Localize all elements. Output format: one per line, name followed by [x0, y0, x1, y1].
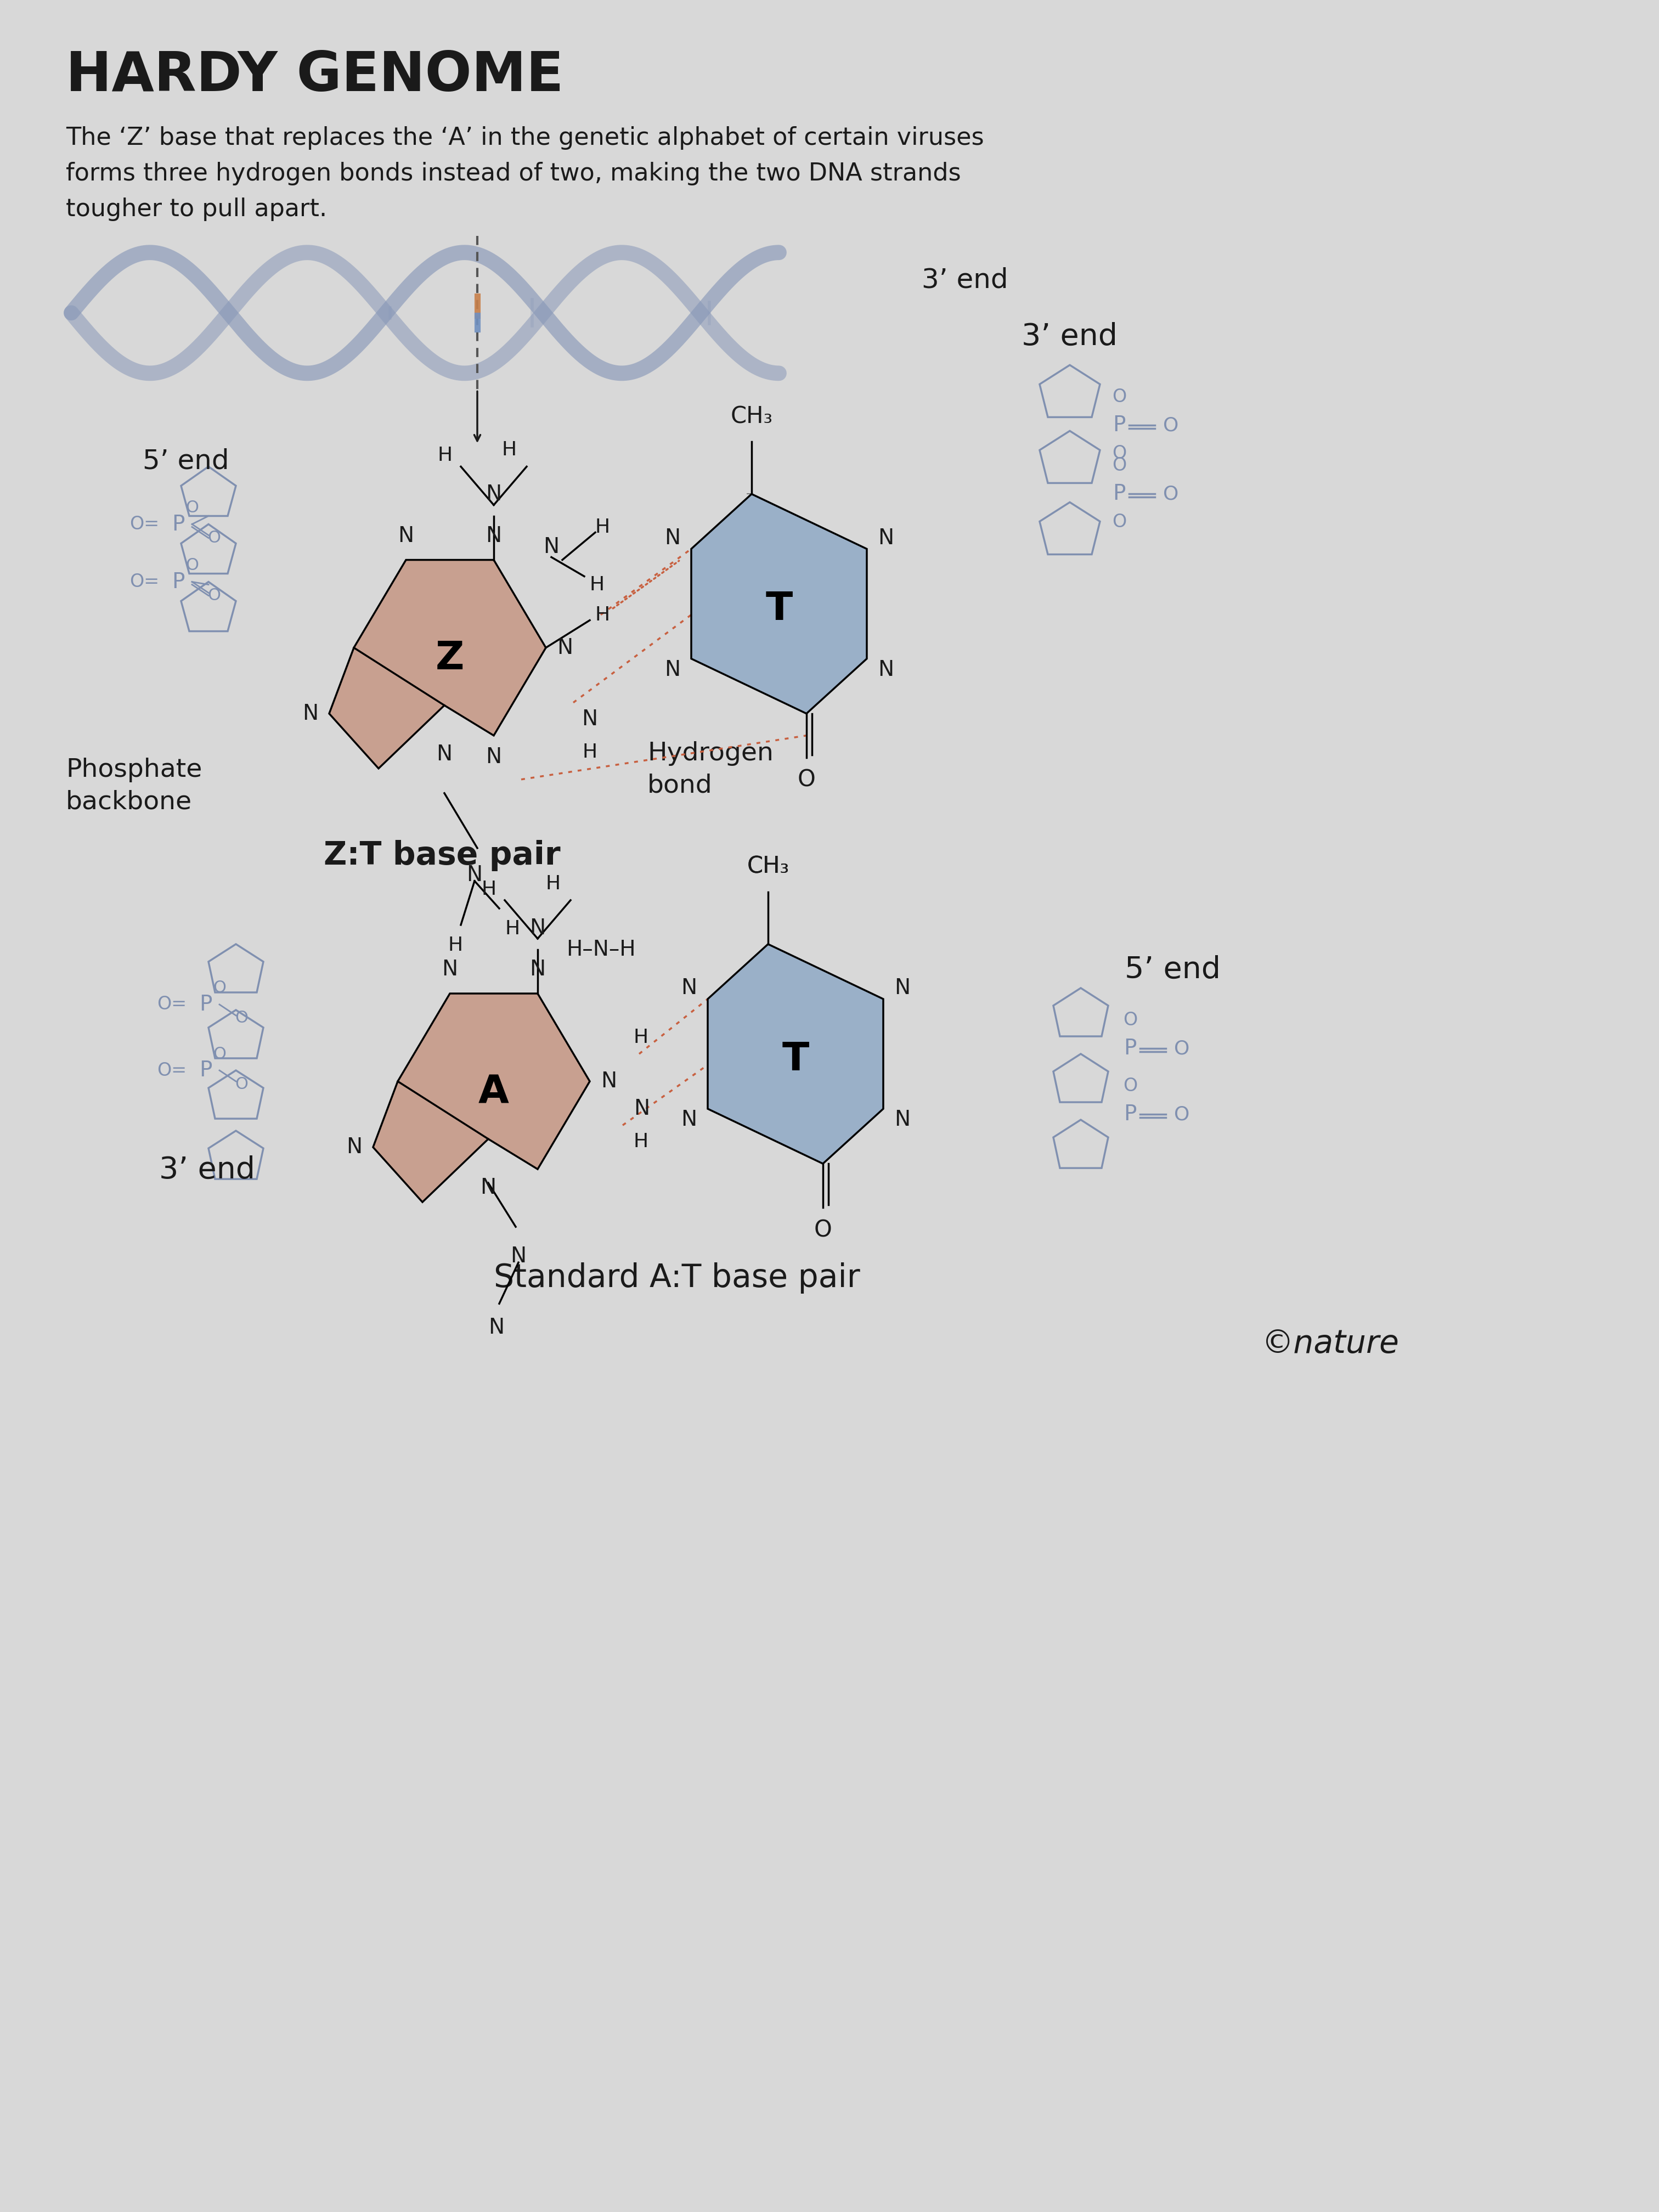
Text: HARDY GENOME: HARDY GENOME [66, 49, 564, 102]
Text: O: O [186, 500, 199, 515]
Text: N: N [529, 918, 546, 938]
Text: O: O [1163, 484, 1178, 504]
Text: N: N [511, 1245, 526, 1267]
Text: P: P [1113, 484, 1125, 504]
Text: P: P [1123, 1104, 1136, 1124]
Text: O: O [236, 1075, 247, 1093]
Text: H: H [503, 440, 518, 460]
Text: Z:T base pair: Z:T base pair [324, 841, 561, 872]
Text: T: T [765, 591, 793, 628]
Polygon shape [692, 493, 866, 714]
Text: P: P [199, 993, 212, 1015]
Text: O: O [1123, 1011, 1138, 1029]
Text: N: N [466, 865, 483, 885]
Text: CH₃: CH₃ [747, 856, 790, 878]
Text: 3’ end: 3’ end [922, 268, 1009, 294]
Text: O=: O= [158, 995, 186, 1013]
Text: H: H [448, 936, 463, 956]
Text: N: N [557, 637, 572, 659]
Text: 3’ end: 3’ end [1022, 321, 1118, 352]
Text: N: N [436, 743, 453, 765]
Text: N: N [347, 1137, 362, 1157]
Text: Z: Z [436, 639, 465, 677]
Text: H: H [596, 606, 611, 624]
Text: Hydrogen
bond: Hydrogen bond [647, 741, 773, 799]
Text: tougher to pull apart.: tougher to pull apart. [66, 197, 327, 221]
Text: O: O [207, 531, 221, 546]
Polygon shape [328, 560, 546, 768]
Text: O: O [212, 1046, 226, 1062]
Text: N: N [398, 524, 415, 546]
Text: P: P [173, 513, 184, 535]
Text: N: N [601, 1071, 617, 1093]
Text: N: N [680, 1110, 697, 1130]
Text: O: O [1175, 1040, 1190, 1057]
Text: O: O [815, 1219, 831, 1241]
Text: P: P [199, 1060, 212, 1082]
Text: P: P [173, 571, 184, 593]
Text: N: N [582, 708, 597, 730]
Text: O: O [236, 1011, 247, 1026]
Text: T: T [781, 1040, 810, 1077]
Text: H: H [589, 575, 604, 593]
Text: O: O [1175, 1106, 1190, 1124]
Text: O: O [1163, 416, 1178, 436]
Text: CH₃: CH₃ [747, 856, 790, 878]
Text: H: H [596, 518, 611, 535]
Text: O=: O= [158, 1062, 186, 1079]
Text: H: H [634, 1029, 649, 1046]
Text: N: N [878, 526, 894, 549]
Text: N: N [894, 978, 911, 998]
Text: N: N [441, 960, 458, 980]
Polygon shape [708, 945, 883, 1164]
Text: O: O [1112, 445, 1126, 462]
Text: H–N–H: H–N–H [566, 940, 635, 960]
Text: N: N [544, 535, 559, 557]
Text: N: N [664, 659, 680, 679]
Text: O: O [1123, 1077, 1138, 1095]
Text: O: O [1112, 456, 1126, 476]
Text: N: N [878, 659, 894, 679]
Text: The ‘Z’ base that replaces the ‘A’ in the genetic alphabet of certain viruses: The ‘Z’ base that replaces the ‘A’ in th… [66, 126, 984, 150]
Text: O: O [212, 980, 226, 995]
Text: O: O [1112, 387, 1126, 407]
Text: forms three hydrogen bonds instead of two, making the two DNA strands: forms three hydrogen bonds instead of tw… [66, 161, 961, 186]
Text: ©nature: ©nature [1262, 1329, 1400, 1360]
Text: N: N [664, 526, 680, 549]
Text: N: N [894, 1110, 911, 1130]
Text: H: H [634, 1133, 649, 1150]
Text: 5’ end: 5’ end [143, 447, 229, 473]
Text: H: H [582, 743, 597, 761]
Text: H: H [546, 874, 561, 894]
Text: O: O [207, 588, 221, 604]
Text: N: N [486, 745, 501, 768]
Text: N: N [486, 484, 501, 504]
Text: 3’ end: 3’ end [159, 1155, 255, 1186]
Text: N: N [529, 960, 546, 980]
Text: N: N [634, 1099, 650, 1119]
Text: N: N [680, 978, 697, 998]
Text: Phosphate
backbone: Phosphate backbone [66, 757, 202, 814]
Text: CH₃: CH₃ [730, 405, 773, 429]
Text: H: H [504, 920, 519, 938]
Text: O=: O= [129, 573, 159, 591]
Text: H: H [481, 880, 496, 898]
Text: P: P [1123, 1037, 1136, 1060]
Text: O: O [1112, 513, 1126, 531]
Text: O=: O= [129, 515, 159, 533]
Text: N: N [479, 1177, 496, 1199]
Text: H: H [438, 447, 453, 465]
Text: 5’ end: 5’ end [1125, 956, 1221, 984]
Text: O: O [186, 557, 199, 573]
Text: Standard A:T base pair: Standard A:T base pair [494, 1263, 859, 1294]
Text: N: N [488, 1318, 504, 1338]
Text: O: O [798, 768, 816, 792]
Text: A: A [478, 1073, 509, 1110]
Text: N: N [486, 524, 501, 546]
Polygon shape [373, 993, 589, 1201]
Text: P: P [1113, 416, 1125, 436]
Text: N: N [302, 703, 319, 723]
